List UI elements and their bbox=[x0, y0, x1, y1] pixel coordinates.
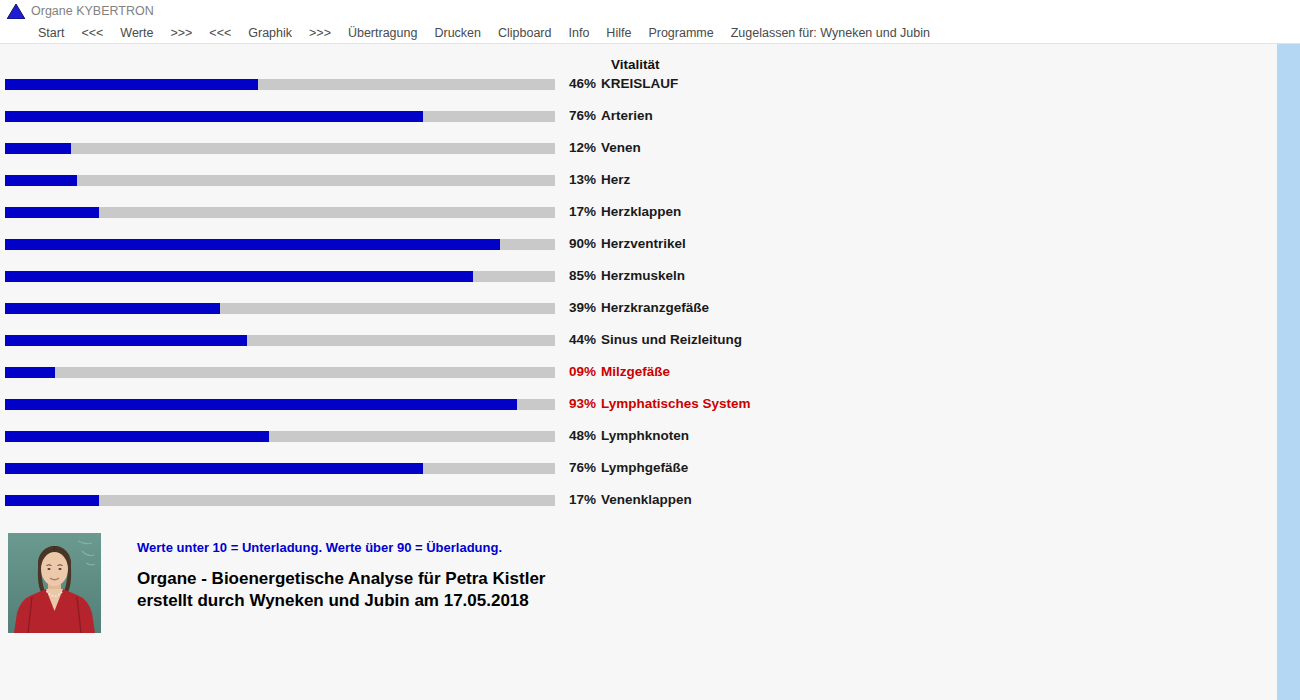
bar-track bbox=[5, 143, 555, 154]
bar-fill bbox=[5, 303, 220, 314]
bar-track bbox=[5, 175, 555, 186]
vitality-chart: Vitalität 46% KREISLAUF 76% Arterien 12% Vene… bbox=[0, 44, 1270, 524]
bar-track bbox=[5, 463, 555, 474]
row-percent: 48% bbox=[569, 428, 596, 444]
chart-title: Vitalität bbox=[611, 57, 660, 72]
row-label: Milzgefäße bbox=[601, 364, 670, 380]
row-percent: 93% bbox=[569, 396, 596, 412]
chart-row: 17% Venenklappen bbox=[0, 495, 1270, 511]
row-label: Sinus und Reizleitung bbox=[601, 332, 742, 348]
menu-item-drucken[interactable]: Drucken bbox=[434, 26, 481, 40]
menu-item-[interactable]: >>> bbox=[170, 26, 192, 40]
menu-item-start[interactable]: Start bbox=[38, 26, 64, 40]
report-title-line1: Organe - Bioenergetische Analyse für Pet… bbox=[137, 568, 545, 590]
row-percent: 76% bbox=[569, 108, 596, 124]
app-triangle-icon bbox=[7, 4, 25, 19]
row-label: Lymphknoten bbox=[601, 428, 689, 444]
menu-item-graphik[interactable]: Graphik bbox=[248, 26, 292, 40]
chart-row: 39% Herzkranzgefäße bbox=[0, 303, 1270, 319]
row-percent: 17% bbox=[569, 204, 596, 220]
row-percent: 46% bbox=[569, 76, 596, 92]
row-label: Herzmuskeln bbox=[601, 268, 685, 284]
row-percent: 12% bbox=[569, 140, 596, 156]
row-label: Herzventrikel bbox=[601, 236, 686, 252]
menu-authorization-note: Zugelassen für: Wyneken und Jubin bbox=[731, 26, 930, 40]
bar-fill bbox=[5, 207, 99, 218]
row-label: KREISLAUF bbox=[601, 76, 678, 92]
row-label: Herzklappen bbox=[601, 204, 681, 220]
bar-track bbox=[5, 367, 555, 378]
chart-row: 85% Herzmuskeln bbox=[0, 271, 1270, 287]
chart-row: 76% Arterien bbox=[0, 111, 1270, 127]
bar-track bbox=[5, 431, 555, 442]
row-percent: 44% bbox=[569, 332, 596, 348]
bar-fill bbox=[5, 111, 423, 122]
bar-fill bbox=[5, 239, 500, 250]
chart-row: 12% Venen bbox=[0, 143, 1270, 159]
title-bar: Organe KYBERTRON bbox=[0, 0, 1300, 22]
bar-fill bbox=[5, 399, 517, 410]
row-percent: 76% bbox=[569, 460, 596, 476]
report-title: Organe - Bioenergetische Analyse für Pet… bbox=[137, 568, 545, 612]
chart-row: 44% Sinus und Reizleitung bbox=[0, 335, 1270, 351]
bar-track bbox=[5, 271, 555, 282]
bar-track bbox=[5, 207, 555, 218]
bar-fill bbox=[5, 79, 258, 90]
bar-fill bbox=[5, 175, 77, 186]
chart-row: 90% Herzventrikel bbox=[0, 239, 1270, 255]
bar-fill bbox=[5, 367, 55, 378]
menu-item-info[interactable]: Info bbox=[569, 26, 590, 40]
report-title-line2: erstellt durch Wyneken und Jubin am 17.0… bbox=[137, 590, 545, 612]
menu-item-bertragung[interactable]: Übertragung bbox=[348, 26, 418, 40]
bar-track bbox=[5, 495, 555, 506]
bar-fill bbox=[5, 271, 473, 282]
bar-track bbox=[5, 111, 555, 122]
row-label: Venenklappen bbox=[601, 492, 692, 508]
bar-fill bbox=[5, 495, 99, 506]
bar-track bbox=[5, 303, 555, 314]
menu-item-clipboard[interactable]: Clipboard bbox=[498, 26, 552, 40]
bar-fill bbox=[5, 463, 423, 474]
row-label: Herz bbox=[601, 172, 630, 188]
row-percent: 13% bbox=[569, 172, 596, 188]
row-label: Lymphgefäße bbox=[601, 460, 688, 476]
row-percent: 90% bbox=[569, 236, 596, 252]
menu-bar: Start <<< Werte >>> <<< Graphik >>> Übertragung… bbox=[0, 22, 1300, 44]
row-percent: 85% bbox=[569, 268, 596, 284]
menu-item-[interactable]: >>> bbox=[309, 26, 331, 40]
row-label: Herzkranzgefäße bbox=[601, 300, 709, 316]
bar-fill bbox=[5, 431, 269, 442]
chart-row: 46% KREISLAUF bbox=[0, 79, 1270, 95]
chart-row: 13% Herz bbox=[0, 175, 1270, 191]
menu-item-hilfe[interactable]: Hilfe bbox=[606, 26, 631, 40]
row-label: Lymphatisches System bbox=[601, 396, 751, 412]
menu-item-werte[interactable]: Werte bbox=[120, 26, 153, 40]
chart-row: 93% Lymphatisches System bbox=[0, 399, 1270, 415]
window-title: Organe KYBERTRON bbox=[31, 4, 154, 18]
bar-fill bbox=[5, 143, 71, 154]
chart-row: 76% Lymphgefäße bbox=[0, 463, 1270, 479]
menu-item-[interactable]: <<< bbox=[209, 26, 231, 40]
chart-row: 09% Milzgefäße bbox=[0, 367, 1270, 383]
bar-track bbox=[5, 239, 555, 250]
chart-row: 48% Lymphknoten bbox=[0, 431, 1270, 447]
chart-row: 17% Herzklappen bbox=[0, 207, 1270, 223]
bar-track bbox=[5, 399, 555, 410]
bar-fill bbox=[5, 335, 247, 346]
scrollbar[interactable] bbox=[1277, 44, 1300, 700]
bar-track bbox=[5, 335, 555, 346]
row-percent: 09% bbox=[569, 364, 596, 380]
row-label: Venen bbox=[601, 140, 641, 156]
menu-item-[interactable]: <<< bbox=[81, 26, 103, 40]
bar-track bbox=[5, 79, 555, 90]
row-percent: 17% bbox=[569, 492, 596, 508]
patient-photo bbox=[8, 533, 101, 633]
menu-item-programme[interactable]: Programme bbox=[648, 26, 713, 40]
row-percent: 39% bbox=[569, 300, 596, 316]
row-label: Arterien bbox=[601, 108, 653, 124]
threshold-note: Werte unter 10 = Unterladung. Werte über… bbox=[137, 540, 502, 555]
